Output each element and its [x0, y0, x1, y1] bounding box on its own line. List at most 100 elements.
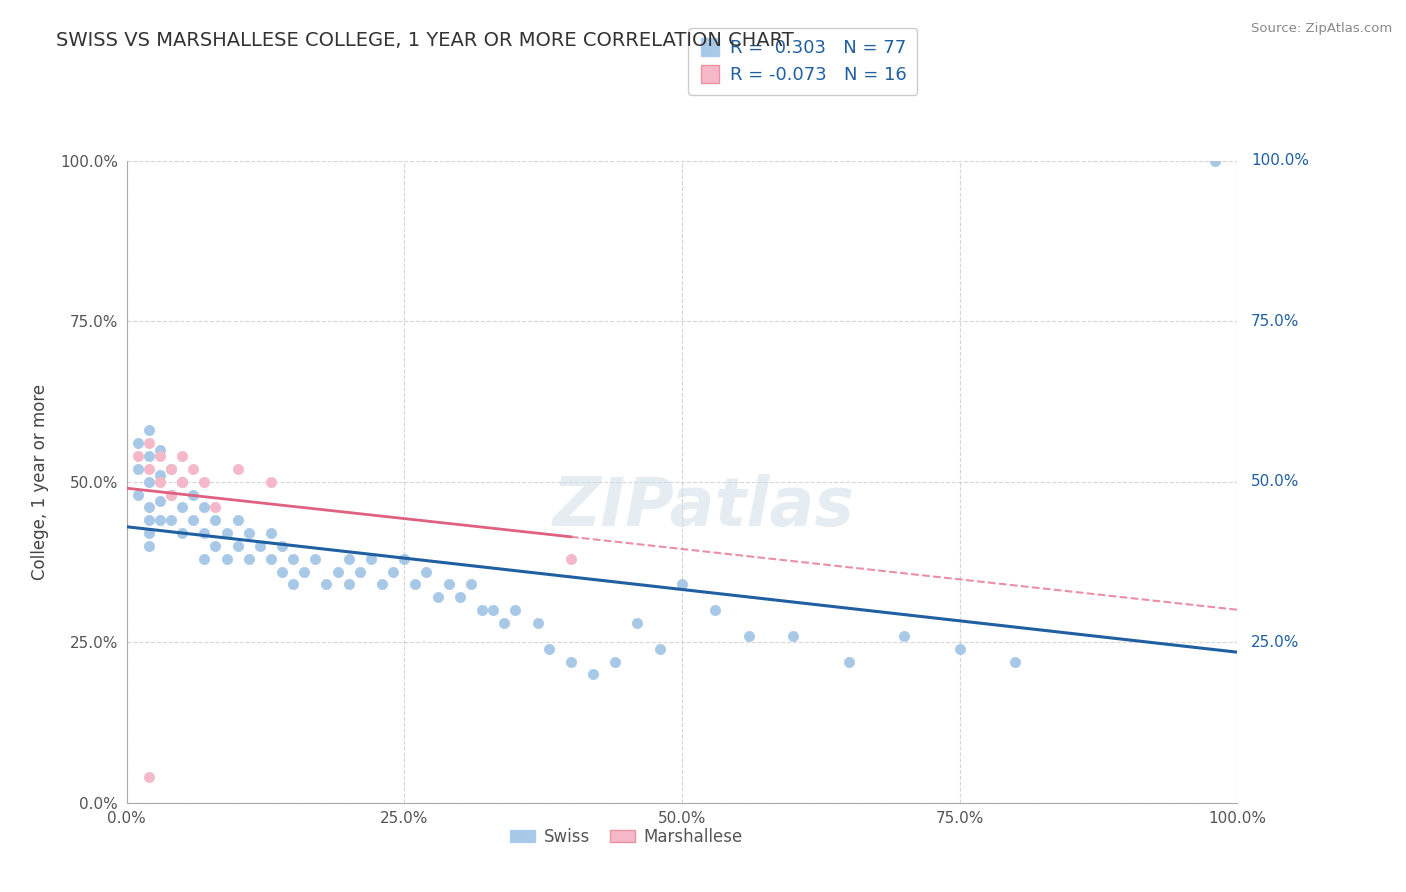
Point	[138, 513, 160, 527]
Point	[193, 551, 215, 566]
Point	[371, 577, 394, 591]
Point	[648, 641, 671, 656]
Point	[394, 551, 416, 566]
Point	[138, 449, 160, 463]
Point	[838, 655, 860, 669]
Point	[127, 449, 149, 463]
Point	[449, 591, 471, 605]
Point	[1204, 153, 1226, 168]
Point	[1004, 655, 1026, 669]
Text: Source: ZipAtlas.com: Source: ZipAtlas.com	[1251, 22, 1392, 36]
Point	[138, 770, 160, 784]
Legend: Swiss, Marshallese: Swiss, Marshallese	[503, 821, 749, 852]
Point	[226, 462, 249, 476]
Point	[704, 603, 727, 617]
Point	[160, 462, 183, 476]
Point	[426, 591, 449, 605]
Y-axis label: College, 1 year or more: College, 1 year or more	[31, 384, 49, 580]
Text: SWISS VS MARSHALLESE COLLEGE, 1 YEAR OR MORE CORRELATION CHART: SWISS VS MARSHALLESE COLLEGE, 1 YEAR OR …	[56, 31, 794, 50]
Text: 50.0%: 50.0%	[1251, 475, 1299, 489]
Point	[181, 487, 204, 501]
Point	[226, 513, 249, 527]
Point	[281, 577, 304, 591]
Point	[204, 500, 226, 515]
Point	[193, 526, 215, 541]
Point	[337, 551, 360, 566]
Point	[537, 641, 560, 656]
Point	[127, 462, 149, 476]
Point	[560, 551, 582, 566]
Point	[181, 462, 204, 476]
Point	[149, 513, 172, 527]
Point	[138, 475, 160, 489]
Point	[204, 539, 226, 553]
Point	[349, 565, 371, 579]
Point	[337, 577, 360, 591]
Point	[226, 539, 249, 553]
Point	[149, 442, 172, 457]
Point	[560, 655, 582, 669]
Point	[382, 565, 405, 579]
Point	[193, 500, 215, 515]
Point	[582, 667, 605, 681]
Point	[482, 603, 505, 617]
Point	[893, 629, 915, 643]
Point	[204, 513, 226, 527]
Point	[149, 468, 172, 483]
Point	[260, 526, 283, 541]
Point	[494, 615, 516, 630]
Point	[315, 577, 337, 591]
Point	[172, 526, 194, 541]
Point	[138, 500, 160, 515]
Point	[215, 526, 238, 541]
Point	[526, 615, 548, 630]
Point	[626, 615, 648, 630]
Point	[160, 513, 183, 527]
Point	[737, 629, 759, 643]
Point	[949, 641, 972, 656]
Point	[238, 551, 260, 566]
Point	[138, 423, 160, 437]
Point	[260, 551, 283, 566]
Point	[160, 462, 183, 476]
Point	[249, 539, 271, 553]
Point	[215, 551, 238, 566]
Point	[360, 551, 382, 566]
Point	[138, 462, 160, 476]
Text: 100.0%: 100.0%	[1251, 153, 1309, 168]
Text: ZIPatlas: ZIPatlas	[553, 475, 855, 541]
Point	[149, 449, 172, 463]
Point	[172, 475, 194, 489]
Point	[460, 577, 482, 591]
Point	[160, 487, 183, 501]
Point	[160, 487, 183, 501]
Point	[127, 487, 149, 501]
Point	[193, 475, 215, 489]
Point	[149, 475, 172, 489]
Point	[127, 436, 149, 450]
Point	[172, 449, 194, 463]
Point	[172, 500, 194, 515]
Text: 75.0%: 75.0%	[1251, 314, 1299, 328]
Point	[271, 565, 294, 579]
Point	[605, 655, 627, 669]
Point	[271, 539, 294, 553]
Point	[326, 565, 349, 579]
Point	[172, 475, 194, 489]
Point	[238, 526, 260, 541]
Text: 25.0%: 25.0%	[1251, 635, 1299, 649]
Point	[292, 565, 315, 579]
Point	[404, 577, 426, 591]
Point	[415, 565, 437, 579]
Point	[671, 577, 693, 591]
Point	[181, 513, 204, 527]
Point	[138, 526, 160, 541]
Point	[782, 629, 804, 643]
Point	[260, 475, 283, 489]
Point	[471, 603, 494, 617]
Point	[138, 539, 160, 553]
Point	[503, 603, 526, 617]
Point	[281, 551, 304, 566]
Point	[304, 551, 326, 566]
Point	[437, 577, 460, 591]
